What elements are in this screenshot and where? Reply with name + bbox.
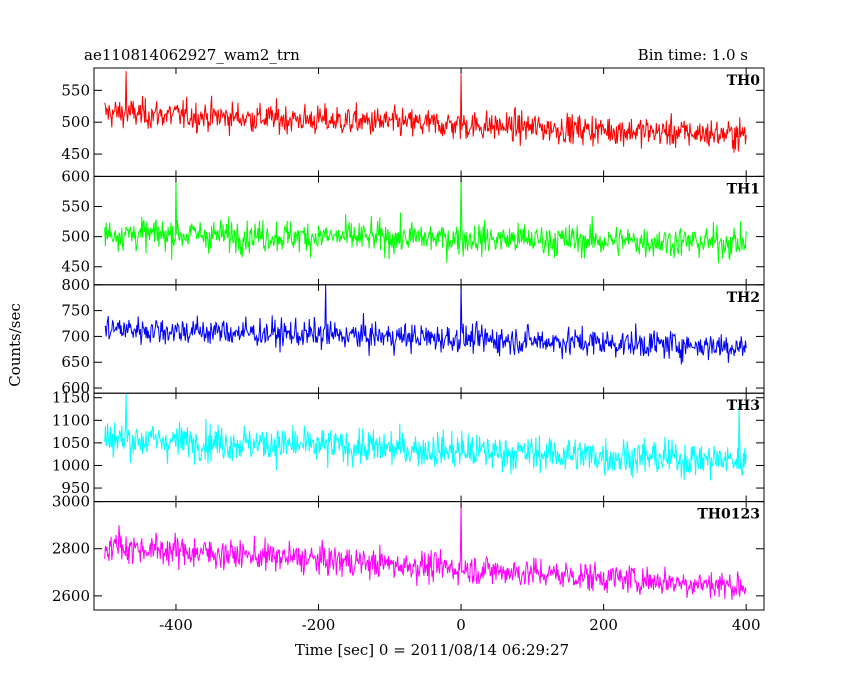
y-tick-label: 1100	[52, 411, 90, 429]
panel-name-label: TH0	[727, 73, 761, 89]
panel-frame	[93, 501, 765, 611]
y-tick-label: 2600	[52, 587, 90, 605]
y-tick-label: 450	[61, 145, 90, 163]
y-tick-label: 650	[61, 353, 90, 371]
y-tick-label: 700	[61, 327, 90, 345]
y-tick-label: 3000	[52, 493, 90, 511]
chart-title: ae110814062927_wam2_trn	[84, 46, 300, 64]
y-tick-label: 1150	[52, 389, 90, 407]
y-tick-label: 550	[61, 198, 90, 216]
series-line-th1	[104, 176, 747, 264]
series-line-th0	[104, 71, 747, 153]
y-tick-label: 450	[61, 258, 90, 276]
y-tick-label: 950	[61, 479, 90, 497]
x-tick-label: 0	[456, 616, 466, 634]
panel-name-label: TH2	[727, 290, 760, 306]
x-axis-title: Time [sec] 0 = 2011/08/14 06:29:27	[295, 641, 569, 659]
x-tick-label: -200	[302, 616, 336, 634]
x-tick-label: 200	[589, 616, 618, 634]
series-line-th3	[104, 393, 747, 481]
y-tick-label: 600	[61, 167, 90, 185]
y-tick-label: 750	[61, 302, 90, 320]
series-line-th0123	[104, 503, 747, 600]
y-tick-label: 1050	[52, 434, 90, 452]
y-tick-label: 2800	[52, 540, 90, 558]
y-axis-title: Counts/sec	[6, 303, 24, 387]
y-tick-label: 800	[61, 276, 90, 294]
panels-group: 450 500 550 TH0 450 500 550 600 TH1 600 650 700 750 8…	[52, 67, 765, 634]
series-line-th2	[104, 284, 747, 365]
x-axis: -400 -200 0 200 400	[159, 616, 760, 634]
y-tick-label: 550	[61, 81, 90, 99]
y-tick-label: 1000	[52, 456, 90, 474]
bin-time-label: Bin time: 1.0 s	[638, 46, 748, 64]
panel-th0: 450 500 550 TH0	[61, 67, 765, 177]
y-tick-label: 600	[61, 379, 90, 397]
panel-th1: 450 500 550 600 TH1	[61, 167, 765, 286]
y-tick-label: 500	[61, 228, 90, 246]
panel-name-label: TH0123	[697, 507, 760, 523]
panel-name-label: TH1	[727, 181, 760, 197]
panel-th2: 600 650 700 750 800 TH2	[61, 276, 765, 397]
y-tick-label: 500	[61, 113, 90, 131]
x-tick-label: 400	[732, 616, 761, 634]
panel-name-label: TH3	[727, 398, 760, 414]
x-tick-label: -400	[159, 616, 193, 634]
panel-th0123: 2600 2800 3000 TH0123	[52, 493, 765, 611]
panel-th3: 950 1000 1050 1100 1150 TH3	[52, 389, 765, 503]
